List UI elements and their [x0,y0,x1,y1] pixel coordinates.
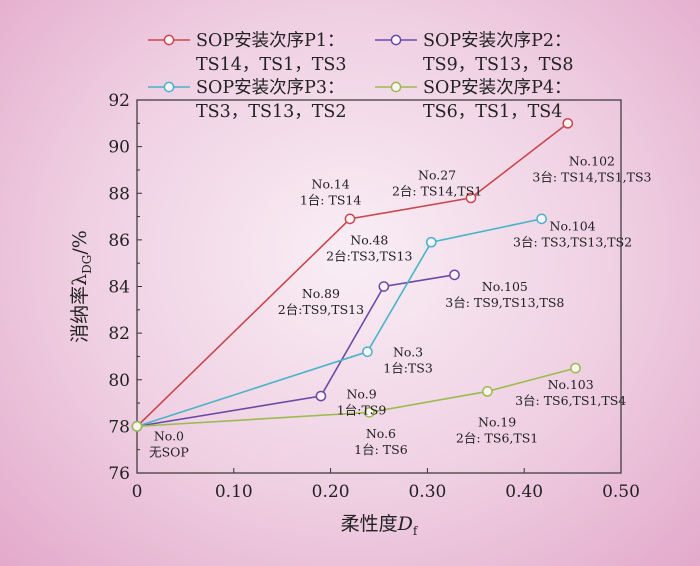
data-label-config: 1台:TS9 [337,402,387,417]
data-label-id: No.89 [302,286,340,301]
series-layer [131,117,581,432]
data-point [344,213,356,225]
data-point [482,386,493,397]
y-axis-title-text: 消纳率λDG/% [69,230,94,343]
y-tick-label: 78 [108,417,130,437]
series-line-p2 [136,274,455,428]
data-label-config: 2台:TS3,TS13 [326,249,412,264]
data-point [315,390,327,402]
y-tick-label: 76 [108,464,130,484]
legend-marker [163,81,175,93]
x-tick-label: 0.40 [505,482,543,502]
data-label-id: No.9 [346,386,376,401]
y-tick-label: 86 [108,231,130,251]
legend-marker [390,34,402,46]
data-label-id: No.48 [350,233,388,248]
data-label-id: No.27 [418,167,456,182]
legend-label-line2: TS6，TS1，TS4 [423,102,562,122]
series-line-p1 [136,122,569,427]
data-point [449,269,460,281]
legend-item-p1: SOP安装次序P1： TS14，TS1，TS3 [148,31,347,75]
data-point [536,213,547,225]
series-line-p3 [136,218,542,428]
legend-label: SOP安装次序P4： [423,78,572,98]
series-line-p4 [136,367,576,428]
y-tick-label: 90 [108,138,130,158]
data-point [363,407,375,418]
y-tick-label: 80 [108,371,130,391]
x-tick-label: 0.30 [408,482,446,502]
axis-titles: 柔性度Df 消纳率λDG/% [69,230,419,538]
y-tick-label: 88 [108,184,130,204]
x-axis-title: 柔性度Df [341,513,419,538]
data-label-id: No.3 [393,344,423,359]
data-point [131,421,143,432]
data-point [465,192,477,204]
data-label-id: No.104 [550,219,596,234]
x-tick-label: 0.20 [312,482,350,502]
data-label-config: 无SOP [149,444,189,459]
x-tick-label: 0.50 [602,482,640,502]
y-tick-label: 82 [108,324,130,344]
legend-item-p4: SOP安装次序P4： TS6，TS1，TS4 [375,78,572,122]
data-label: No.91台:TS9 [337,386,387,417]
data-point [378,281,390,292]
y-tick-label: 92 [108,91,130,111]
legend-item-p3: SOP安装次序P3： TS3，TS13，TS2 [148,78,347,122]
data-label-id: No.105 [482,279,528,294]
legend-label: SOP安装次序P2： [423,31,572,51]
legend-label-line2: TS3，TS13，TS2 [196,102,347,122]
data-label-id: No.6 [366,426,396,441]
data-label-config: 3台: TS14,TS1,TS3 [532,169,651,184]
data-label: No.61台: TS6 [354,426,408,457]
legend-label-line2: TS14，TS1，TS3 [196,55,347,75]
data-point [362,346,373,358]
legend: SOP安装次序P1： TS14，TS1，TS3 SOP安装次序P2： TS9，TS13… [148,31,574,122]
data-label-config: 1台: TS14 [300,193,361,208]
data-label-config: 1台: TS6 [354,442,408,457]
y-axis-title: 消纳率λDG/% [69,230,94,343]
legend-marker [390,81,402,93]
data-label-id: No.19 [478,414,516,429]
y-tick-label: 84 [108,278,130,298]
data-label-id: No.14 [312,177,350,192]
data-label-id: No.103 [548,377,594,392]
data-label-config: 2台: TS14,TS1 [392,183,482,198]
data-point [570,362,581,374]
x-tick-label: 0 [132,482,143,502]
data-point [425,236,437,248]
data-point [562,117,574,129]
x-tick-label: 0.10 [215,482,253,502]
legend-marker [163,34,175,46]
data-label-id: No.0 [154,428,184,443]
legend-label: SOP安装次序P1： [196,31,345,51]
legend-item-p2: SOP安装次序P2： TS9，TS13，TS8 [375,31,574,75]
data-label-config: 2台:TS9,TS13 [278,302,364,317]
legend-label: SOP安装次序P3： [196,78,345,98]
data-label: No.31台:TS3 [383,344,433,375]
legend-label-line2: TS9，TS13，TS8 [423,55,574,75]
data-label-id: No.102 [569,153,615,168]
data-label-config: 3台: TS6,TS1,TS4 [515,393,626,408]
axis-ticks: 0 0.10 0.20 0.30 0.40 0.50 76 78 80 82 84 86 88 90 92 [108,91,640,502]
data-label-config: 3台: TS3,TS13,TS2 [513,235,632,250]
data-label-config: 3台: TS9,TS13,TS8 [445,295,564,310]
data-label-config: 2台: TS6,TS1 [456,430,538,445]
data-label-config: 1台:TS3 [383,360,433,375]
